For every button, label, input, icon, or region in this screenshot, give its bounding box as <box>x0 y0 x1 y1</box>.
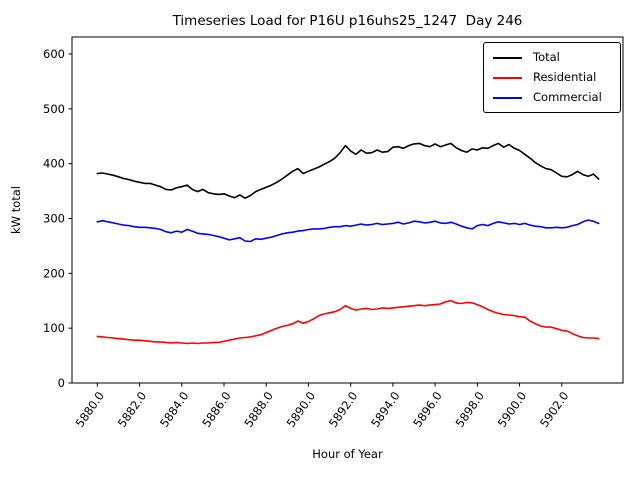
x-tick-label: 5880.0 <box>73 389 108 430</box>
series-line-residential <box>96 299 600 345</box>
legend-entry-total: Total <box>493 49 612 66</box>
x-tick-label: 5888.0 <box>241 389 276 430</box>
legend-label: Residential <box>533 70 597 84</box>
series-line-total <box>96 142 600 199</box>
legend-label: Total <box>533 50 560 64</box>
x-tick-label: 5894.0 <box>368 389 403 430</box>
x-axis-label: Hour of Year <box>312 447 383 461</box>
y-tick-label: 200 <box>43 266 65 280</box>
x-tick-label: 5890.0 <box>284 389 319 430</box>
x-tick-label: 5882.0 <box>115 389 150 430</box>
y-tick-label: 0 <box>58 376 65 390</box>
x-tick-label: 5884.0 <box>157 389 192 430</box>
axes-frame <box>71 36 624 384</box>
x-tick-label: 5892.0 <box>326 389 361 430</box>
legend-entry-residential: Residential <box>493 69 612 86</box>
chart-title: Timeseries Load for P16U p16uhs25_1247 D… <box>172 13 523 29</box>
legend-line-swatch <box>493 76 522 79</box>
x-tick-label: 5902.0 <box>537 389 572 430</box>
y-tick-label: 500 <box>43 102 65 116</box>
y-tick-label: 400 <box>43 157 65 171</box>
legend-entry-commercial: Commercial <box>493 89 612 106</box>
x-tick-label: 5896.0 <box>410 389 445 430</box>
y-tick-label: 300 <box>43 211 65 225</box>
x-tick-label: 5900.0 <box>495 389 530 430</box>
series-line-commercial <box>96 219 600 243</box>
legend-line-swatch <box>493 96 522 99</box>
y-tick-label: 100 <box>43 321 65 335</box>
x-tick-label: 5886.0 <box>199 389 234 430</box>
x-tick-label: 5898.0 <box>453 389 488 430</box>
y-tick-label: 600 <box>43 47 65 61</box>
legend-label: Commercial <box>533 90 602 104</box>
legend-line-swatch <box>493 56 522 59</box>
legend: Total Residential Commercial <box>483 42 621 113</box>
